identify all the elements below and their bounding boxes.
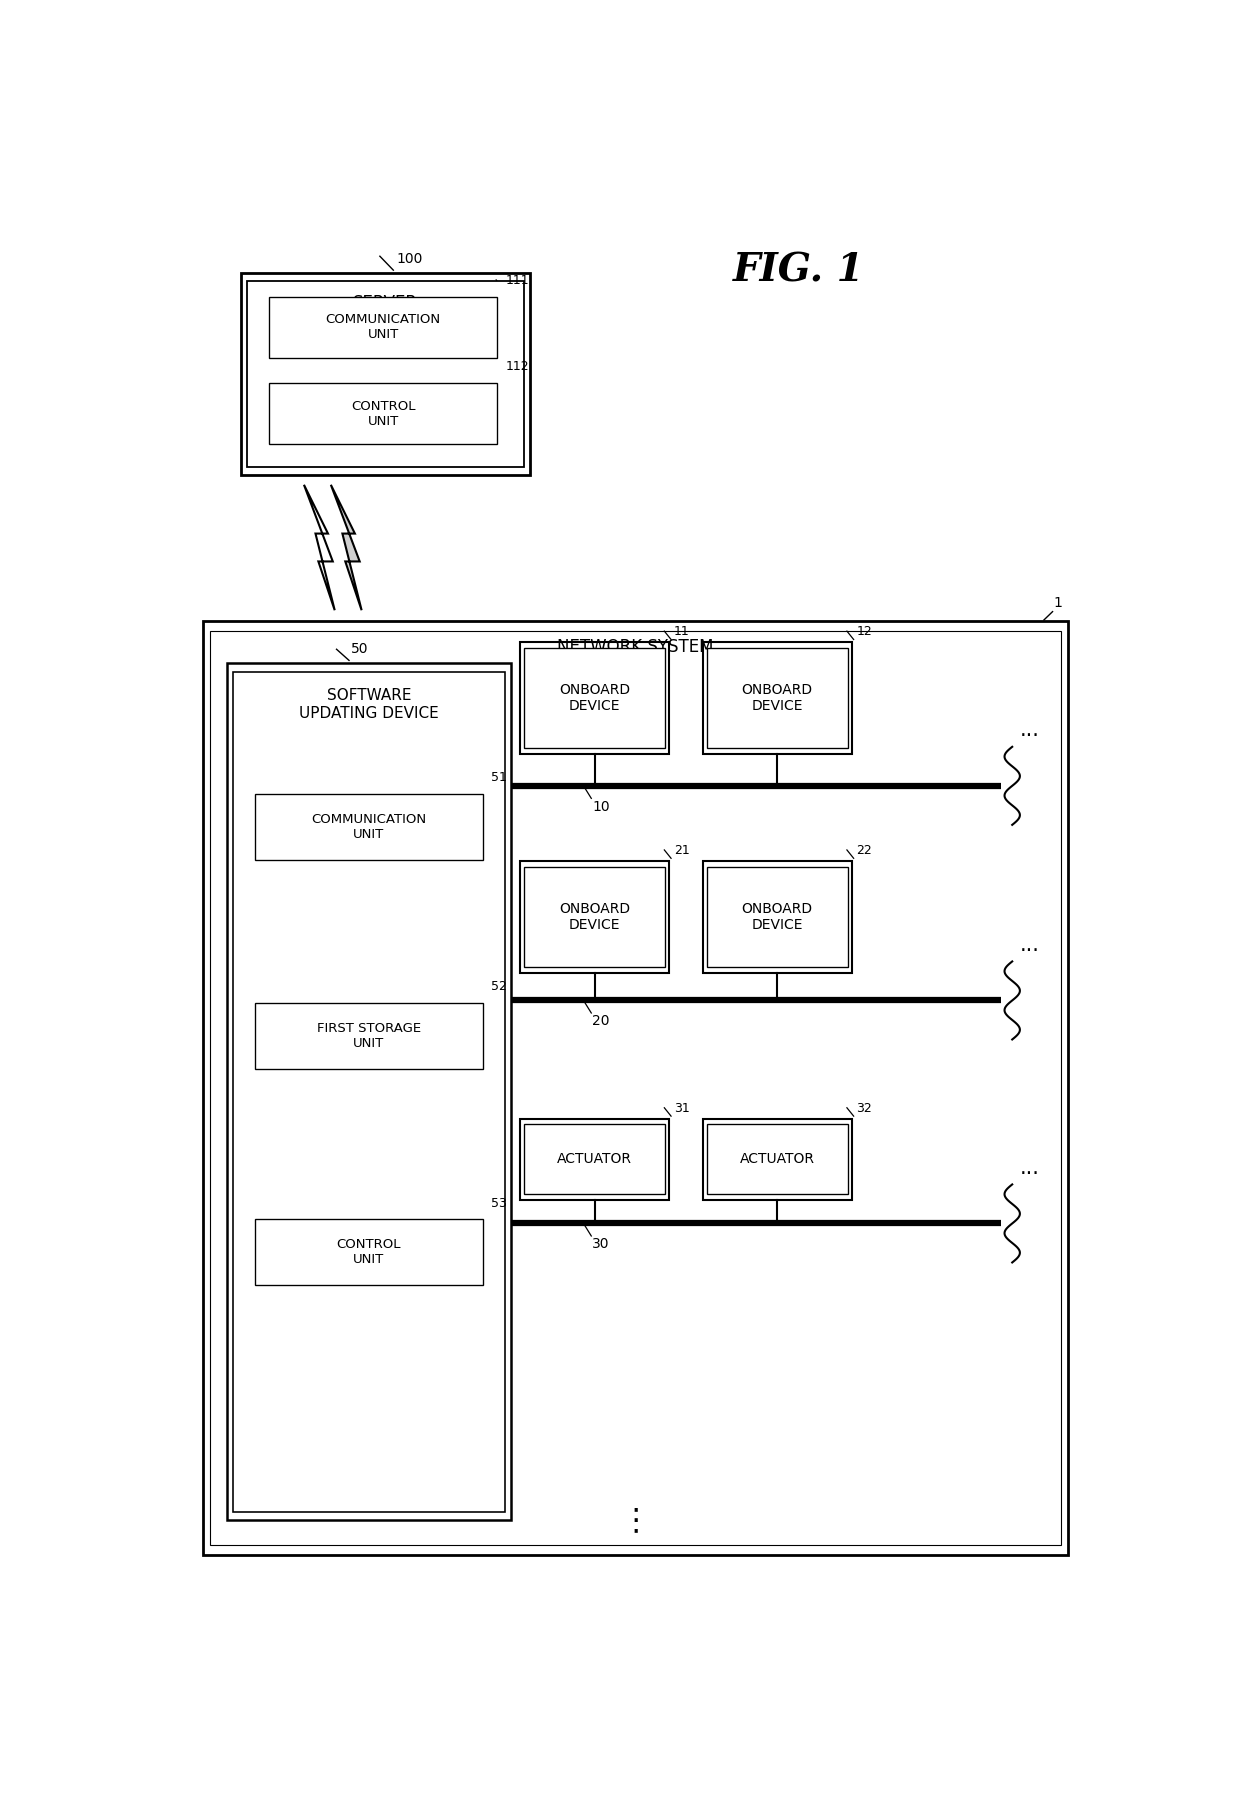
Bar	[247, 281, 525, 467]
Bar	[255, 795, 482, 860]
Text: 22: 22	[857, 843, 872, 856]
Bar	[525, 1124, 666, 1195]
Text: 31: 31	[675, 1102, 689, 1115]
Text: SERVER: SERVER	[353, 293, 418, 311]
Text: FIRST STORAGE
UNIT: FIRST STORAGE UNIT	[316, 1023, 420, 1050]
Text: 10: 10	[593, 800, 610, 814]
Bar	[703, 643, 852, 753]
Bar	[521, 643, 670, 753]
Bar	[233, 672, 505, 1511]
Text: COMMUNICATION
UNIT: COMMUNICATION UNIT	[311, 813, 427, 842]
Text: 111: 111	[506, 273, 529, 286]
Text: ONBOARD
DEVICE: ONBOARD DEVICE	[559, 901, 630, 932]
Bar	[255, 1220, 482, 1285]
Bar	[269, 297, 497, 358]
Bar	[210, 632, 1061, 1546]
Text: COMMUNICATION
UNIT: COMMUNICATION UNIT	[326, 313, 440, 342]
Text: CONTROL
UNIT: CONTROL UNIT	[336, 1238, 401, 1265]
Text: FIG. 1: FIG. 1	[733, 252, 864, 290]
Text: 30: 30	[593, 1238, 610, 1251]
Text: ...: ...	[1019, 934, 1039, 954]
Bar	[521, 862, 670, 972]
Bar	[255, 1003, 482, 1068]
Bar	[521, 1119, 670, 1200]
Text: 21: 21	[675, 843, 689, 856]
Bar	[250, 997, 486, 1075]
Bar	[265, 291, 501, 364]
Bar	[250, 789, 486, 865]
Bar	[525, 648, 666, 748]
Bar	[707, 867, 848, 967]
Text: 11: 11	[675, 624, 689, 639]
Bar	[703, 862, 852, 972]
Text: 32: 32	[857, 1102, 872, 1115]
Bar	[703, 1119, 852, 1200]
Bar	[707, 648, 848, 748]
Text: 50: 50	[351, 643, 368, 657]
Bar	[227, 662, 511, 1520]
Text: ACTUATOR: ACTUATOR	[740, 1153, 815, 1166]
Text: ONBOARD
DEVICE: ONBOARD DEVICE	[742, 901, 812, 932]
Bar	[269, 384, 497, 445]
Bar	[525, 867, 666, 967]
Text: 53: 53	[491, 1196, 507, 1209]
Polygon shape	[304, 485, 335, 610]
Text: SOFTWARE
UPDATING DEVICE: SOFTWARE UPDATING DEVICE	[299, 688, 439, 720]
Bar	[242, 273, 529, 474]
Text: ...: ...	[1019, 720, 1039, 740]
Text: ⋮: ⋮	[620, 1506, 651, 1535]
Text: ...: ...	[1019, 1158, 1039, 1178]
Polygon shape	[331, 485, 362, 610]
Bar	[250, 1215, 486, 1291]
Text: 20: 20	[593, 1014, 610, 1028]
Text: NETWORK SYSTEM: NETWORK SYSTEM	[557, 639, 714, 655]
Text: ONBOARD
DEVICE: ONBOARD DEVICE	[742, 682, 812, 713]
Text: CONTROL
UNIT: CONTROL UNIT	[351, 400, 415, 427]
Text: ACTUATOR: ACTUATOR	[557, 1153, 632, 1166]
Text: 1: 1	[1054, 595, 1063, 610]
Bar	[203, 621, 1068, 1555]
Text: 12: 12	[857, 624, 872, 639]
Bar	[265, 378, 501, 451]
Text: 51: 51	[491, 771, 507, 784]
Text: 100: 100	[397, 252, 423, 266]
Bar	[707, 1124, 848, 1195]
Text: ONBOARD
DEVICE: ONBOARD DEVICE	[559, 682, 630, 713]
Text: 52: 52	[491, 981, 507, 994]
Text: 112: 112	[506, 360, 529, 373]
